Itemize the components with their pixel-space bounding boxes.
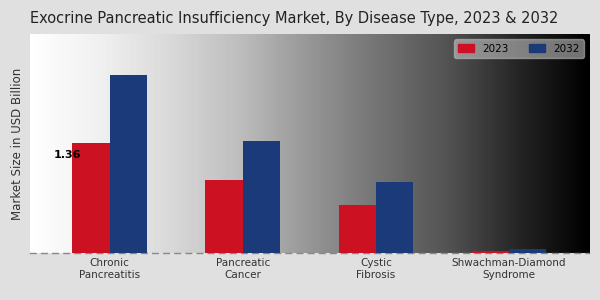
Text: 1.36: 1.36 [53,149,80,160]
Bar [243,141,280,254]
Y-axis label: Market Size in USD Billion: Market Size in USD Billion [11,68,24,220]
Bar [205,180,243,254]
Text: Exocrine Pancreatic Insufficiency Market, By Disease Type, 2023 & 2032: Exocrine Pancreatic Insufficiency Market… [29,11,558,26]
Bar [509,249,546,254]
Bar [472,251,509,254]
Legend: 2023, 2032: 2023, 2032 [454,39,584,58]
Bar [376,182,413,254]
Bar [72,143,110,254]
Bar [110,75,147,254]
Bar [338,205,376,254]
